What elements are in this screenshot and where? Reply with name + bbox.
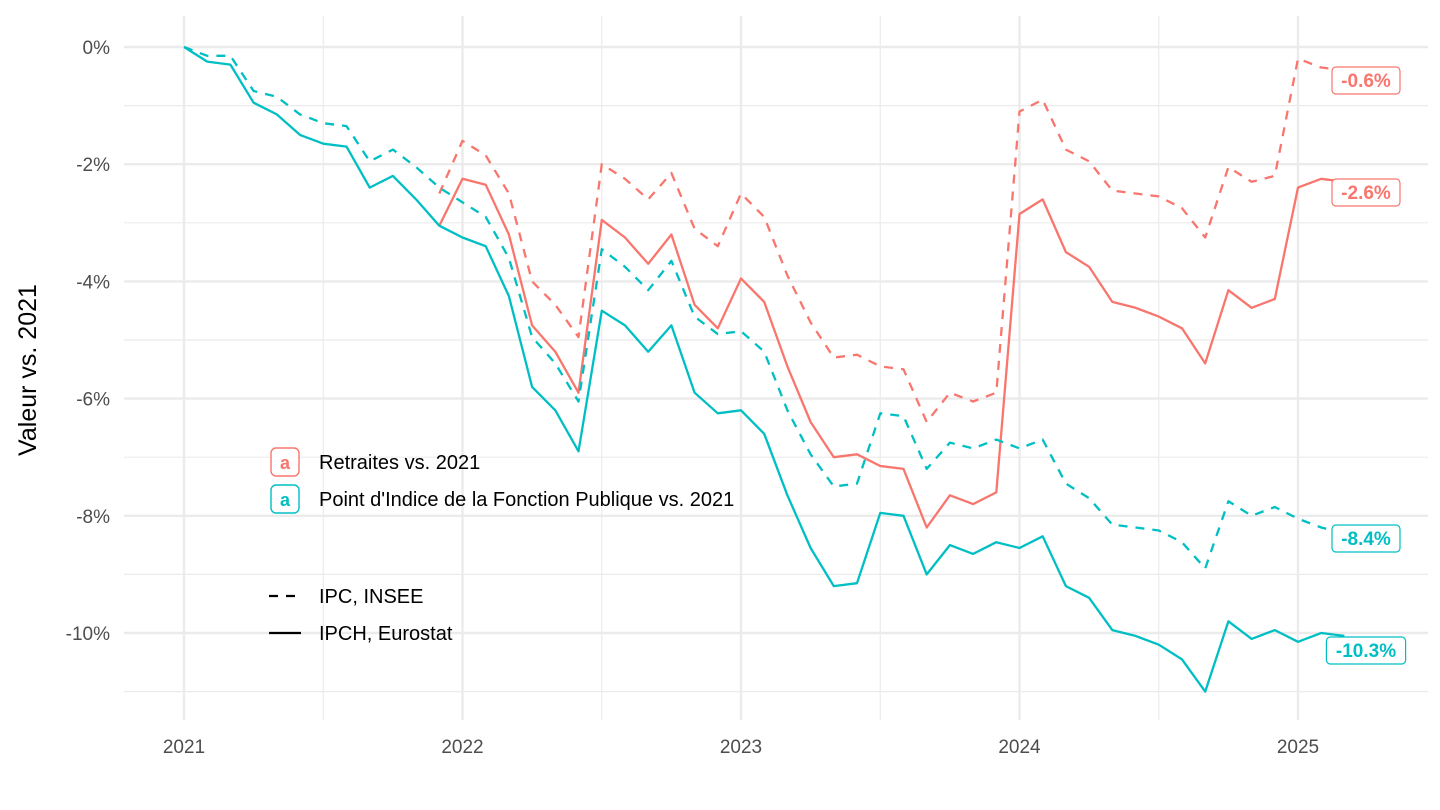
series-line-retraites-dashed: [438, 57, 1345, 424]
y-tick-label: 0%: [83, 38, 111, 59]
end-label-box: [1331, 178, 1401, 207]
end-label: -2.6%: [1331, 178, 1401, 207]
y-tick-label: -8%: [76, 507, 110, 528]
x-tick-label: 2021: [163, 737, 205, 758]
end-label-box: [1331, 66, 1401, 95]
y-tick-label: -10%: [66, 624, 110, 645]
legend-item-solid: IPCH, Eurostat: [269, 623, 453, 645]
end-label-text: -0.6%: [1341, 71, 1391, 92]
series-line-point_indice-solid: [183, 46, 1345, 693]
legend-key-label-icon: [270, 484, 300, 514]
legend-label: IPC, INSEE: [319, 586, 423, 608]
legend-key-label-icon: [270, 447, 300, 477]
end-label-box: [1325, 636, 1407, 665]
x-tick-label: 2022: [441, 737, 483, 758]
legend-item-dashed: IPC, INSEE: [269, 586, 423, 608]
legend-item-point_indice: a Point d'Indice de la Fonction Publique …: [270, 484, 734, 514]
series-line-point_indice-dashed: [183, 45, 1345, 570]
y-tick-label: -4%: [76, 272, 110, 293]
end-label-text: -10.3%: [1336, 641, 1396, 662]
end-label-box: [1331, 524, 1401, 553]
series-line-retraites-solid: [438, 177, 1345, 529]
x-tick-label: 2023: [720, 737, 762, 758]
grid-lines: [124, 16, 1428, 720]
x-tick-label: 2025: [1277, 737, 1319, 758]
axis-ticks: 0% -2% -4% -6% -8% -10% 2021 2022 2023 2024 2025: [66, 38, 1320, 758]
legend-label: IPCH, Eurostat: [319, 623, 453, 645]
legend-label: Point d'Indice de la Fonction Publique v…: [319, 489, 734, 511]
y-axis-title: Valeur vs. 2021: [14, 284, 42, 456]
legend-item-retraites: a Retraites vs. 2021: [270, 447, 480, 477]
legend-label: Retraites vs. 2021: [319, 452, 480, 474]
end-label-text: -8.4%: [1341, 529, 1391, 550]
y-tick-label: -6%: [76, 390, 110, 411]
legend-key-glyph: a: [280, 490, 291, 510]
x-tick-label: 2024: [998, 737, 1041, 758]
end-label: -0.6%: [1331, 66, 1401, 95]
data-series: [183, 45, 1345, 693]
end-label: -8.4%: [1331, 524, 1401, 553]
end-label-text: -2.6%: [1341, 183, 1391, 204]
y-tick-label: -2%: [76, 155, 110, 176]
legend: a Retraites vs. 2021 a Point d'Indice de la…: [269, 447, 734, 645]
end-labels: -0.6% -2.6% -8.4% -10.3%: [1325, 66, 1407, 665]
end-label: -10.3%: [1325, 636, 1407, 665]
legend-key-glyph: a: [280, 453, 291, 473]
